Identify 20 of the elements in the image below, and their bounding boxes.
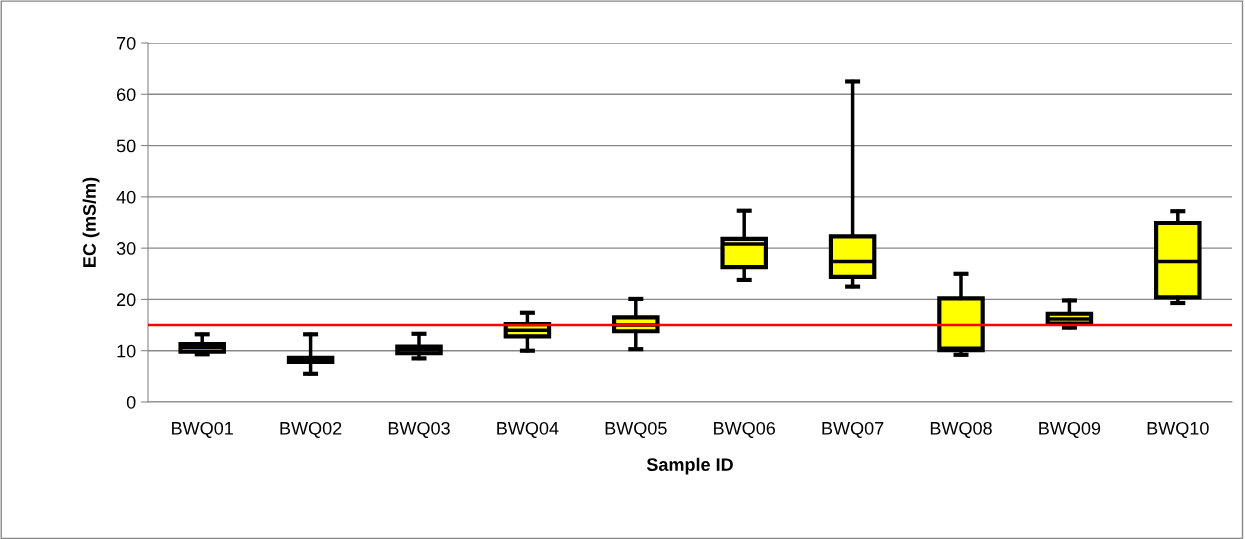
y-tick-label: 70: [117, 36, 136, 50]
y-tick-label: 30: [116, 242, 136, 255]
x-tick-label: BWQ01: [172, 421, 233, 438]
x-tick-label: BWQ06: [714, 421, 776, 438]
x-tick-label: BWQ03: [388, 421, 450, 438]
x-tick-label: BWQ09: [1039, 421, 1101, 438]
y-tick-label: 40: [116, 190, 136, 204]
y-axis-title: EC (mS/m): [82, 177, 100, 267]
x-axis-title: Sample ID: [646, 457, 733, 475]
y-tick-label: 20: [117, 293, 136, 307]
x-tick-label: BWQ05: [605, 421, 667, 438]
y-tick-label: 10: [117, 344, 136, 358]
x-tick-label: BWQ10: [1147, 421, 1209, 438]
y-tick-label: 0: [126, 395, 136, 409]
x-tick-label: BWQ02: [280, 421, 342, 438]
y-tick-label: 60: [117, 88, 136, 102]
x-tick-label: BWQ08: [930, 421, 992, 438]
x-tick-label: BWQ07: [822, 421, 884, 438]
x-tick-label: BWQ04: [497, 421, 559, 438]
y-tick-label: 50: [116, 139, 136, 153]
